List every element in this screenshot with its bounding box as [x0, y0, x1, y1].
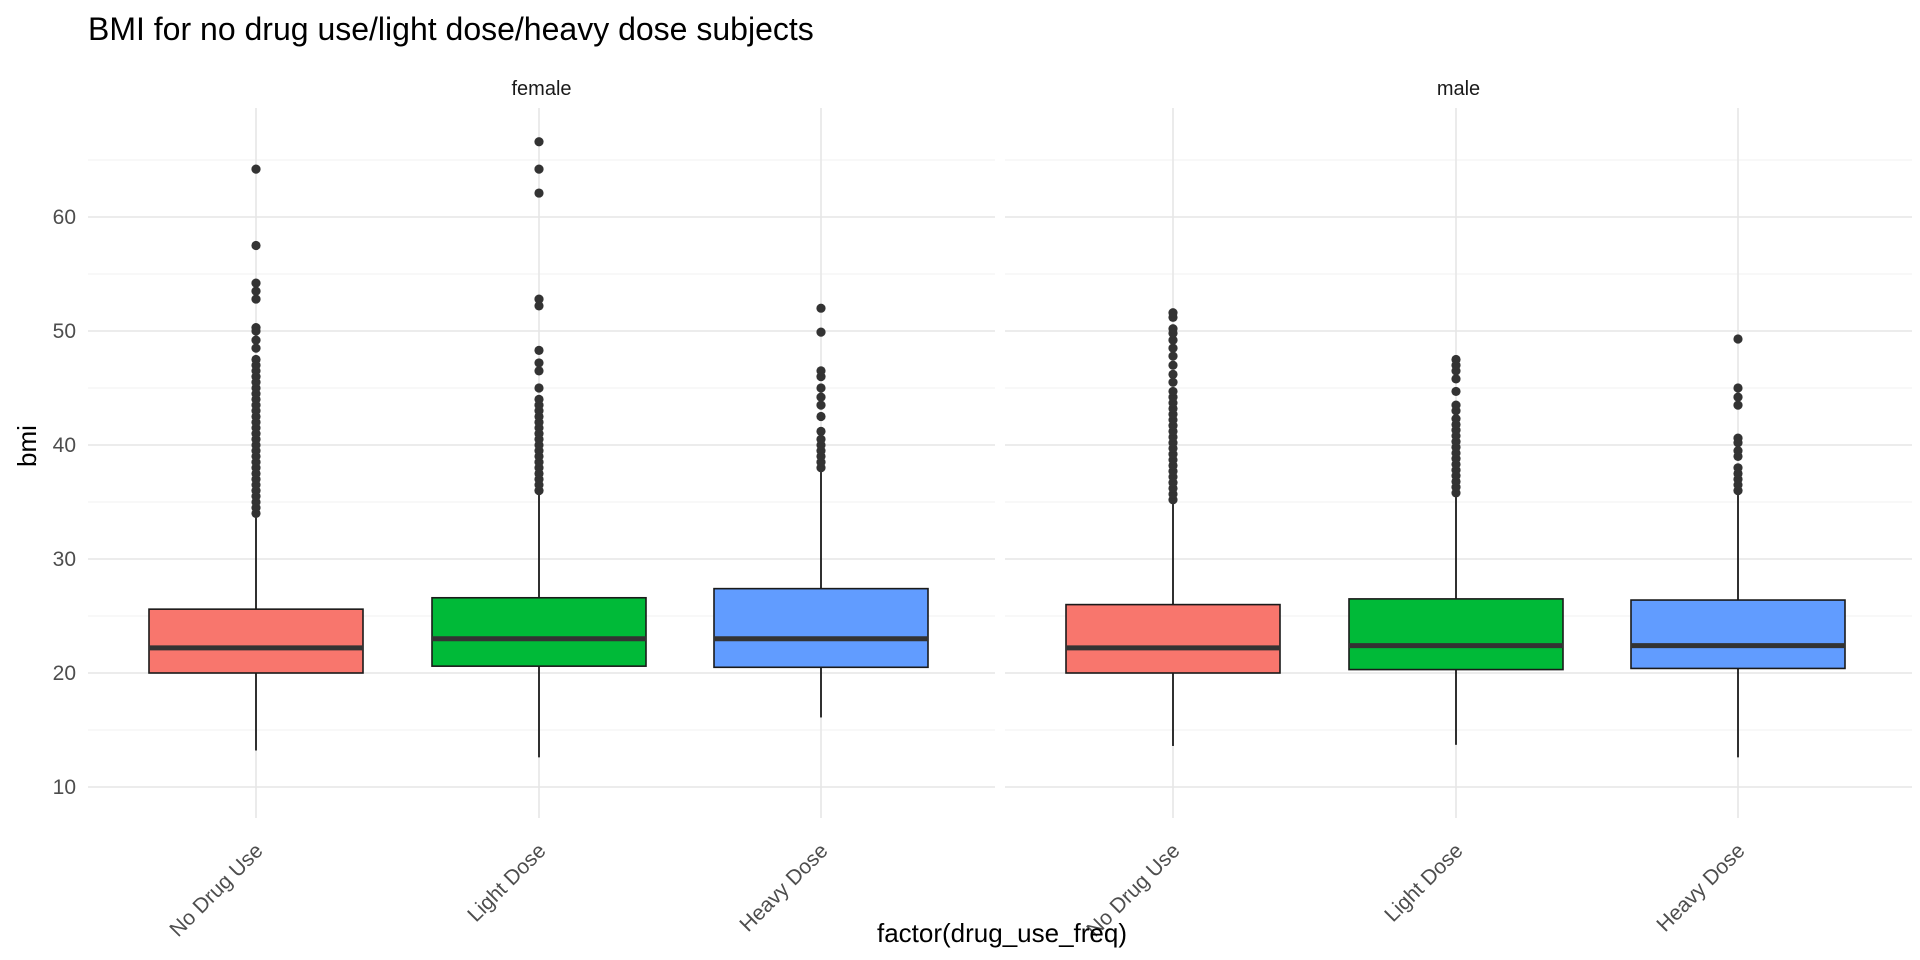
y-tick-label: 60	[53, 206, 76, 229]
facet-label-female: female	[511, 78, 571, 100]
boxplot-female-2	[713, 303, 929, 718]
outlier-point	[1168, 351, 1178, 361]
x-axis-label: factor(drug_use_freq)	[877, 918, 1127, 948]
outlier-point	[534, 358, 544, 368]
y-tick-label: 10	[53, 776, 76, 799]
outlier-point	[1451, 386, 1461, 397]
outlier-point	[1168, 335, 1178, 345]
outlier-point	[1451, 374, 1461, 384]
outlier-point	[1168, 343, 1178, 353]
panel-male: male	[1005, 78, 1912, 818]
outlier-point	[534, 188, 544, 198]
box	[713, 587, 929, 669]
outlier-point	[1168, 360, 1178, 370]
y-axis-label: bmi	[12, 425, 42, 467]
outlier-point	[534, 294, 544, 304]
outlier-point	[816, 434, 826, 444]
outlier-point	[251, 322, 261, 333]
outlier-point	[816, 400, 826, 410]
outlier-point	[816, 327, 826, 337]
y-tick-label: 30	[53, 548, 76, 571]
outlier-point	[816, 366, 826, 376]
outlier-point	[251, 240, 261, 251]
outlier-point	[534, 394, 544, 404]
outlier-point	[251, 286, 261, 296]
y-axis: 10 20 30 40 50 60	[53, 206, 76, 799]
outlier-point	[1451, 414, 1461, 424]
boxplot-female-0	[148, 164, 364, 751]
x-tick-label: Light Dose	[1380, 839, 1467, 926]
x-tick-label: No Drug Use	[165, 839, 267, 941]
x-tick-label: Light Dose	[463, 839, 550, 926]
outlier-point	[1733, 383, 1743, 393]
y-tick-label: 20	[53, 662, 76, 685]
outlier-point	[1733, 463, 1743, 473]
outlier-point	[251, 164, 261, 174]
boxplot-female-1	[431, 137, 647, 758]
outlier-point	[1733, 446, 1743, 456]
outlier-point	[1168, 386, 1178, 397]
outlier-point	[534, 137, 544, 147]
outlier-point	[534, 301, 544, 311]
outlier-point	[816, 411, 826, 422]
outlier-point	[1451, 354, 1461, 365]
outlier-point	[816, 426, 826, 436]
outlier-point	[1168, 308, 1178, 318]
boxplot-male-2	[1630, 334, 1846, 758]
box	[148, 608, 364, 674]
facet-label-male: male	[1437, 78, 1480, 100]
outlier-point	[1168, 369, 1178, 379]
outlier-point	[1168, 324, 1178, 334]
outlier-point	[816, 392, 826, 402]
outlier-point	[251, 278, 261, 288]
outlier-point	[534, 383, 544, 393]
outlier-point	[1733, 392, 1743, 402]
box	[1065, 603, 1281, 674]
box	[1348, 598, 1564, 671]
x-tick-label: Heavy Dose	[735, 839, 832, 936]
outlier-point	[534, 366, 544, 376]
y-tick-label: 40	[53, 434, 76, 457]
outlier-point	[251, 354, 261, 365]
boxplot-male-1	[1348, 354, 1564, 745]
box	[1630, 599, 1846, 670]
outlier-point	[534, 164, 544, 174]
outlier-point	[251, 294, 261, 304]
outlier-point	[1451, 400, 1461, 410]
outlier-point	[816, 303, 826, 313]
chart-title: BMI for no drug use/light dose/heavy dos…	[88, 11, 814, 47]
y-tick-label: 50	[53, 320, 76, 343]
outlier-point	[816, 383, 826, 393]
outlier-point	[1733, 400, 1743, 410]
panels: female male	[88, 78, 1912, 818]
outlier-point	[251, 343, 261, 353]
outlier-point	[534, 345, 544, 355]
outlier-point	[1168, 377, 1178, 387]
outlier-point	[1733, 334, 1743, 344]
panel-female: female	[88, 78, 995, 818]
x-tick-label: Heavy Dose	[1652, 839, 1749, 936]
outlier-point	[251, 335, 261, 345]
boxplot-male-0	[1065, 308, 1281, 746]
outlier-point	[1733, 433, 1743, 443]
box	[431, 596, 647, 667]
